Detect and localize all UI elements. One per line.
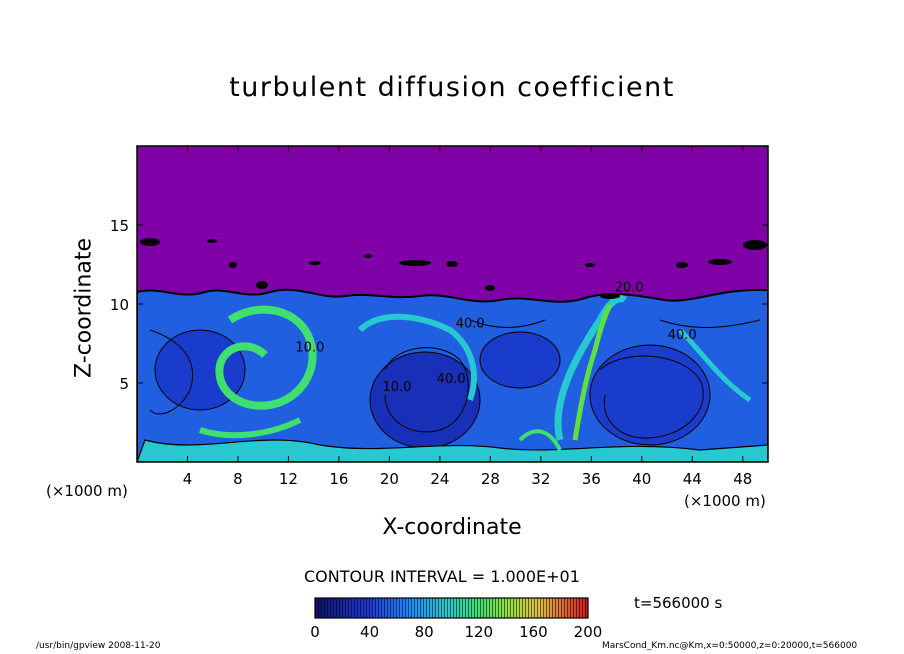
swirl-region: [199, 417, 302, 439]
footer-program-date: /usr/bin/gpview 2008-11-20: [36, 641, 161, 651]
contour-band: [137, 439, 768, 462]
colorbar: [314, 597, 589, 619]
x-tick-label: 32: [531, 470, 550, 488]
contour-line: [599, 355, 704, 439]
y-tick-label: 15: [110, 217, 129, 235]
x-tick-label: 24: [430, 470, 449, 488]
contour-line: [384, 347, 469, 433]
colorbar-tick-label: 40: [360, 623, 379, 641]
colorbar-tick-label: 80: [415, 623, 434, 641]
turbulent-layer: [137, 238, 768, 462]
x-tick-label: 20: [380, 470, 399, 488]
colorbar-stripes: [315, 598, 588, 618]
colorbar-tick-label: 0: [310, 623, 320, 641]
vortex-core: [479, 331, 561, 389]
time-label: t=566000 s: [634, 594, 723, 612]
x-tick-label: 36: [582, 470, 601, 488]
contour-line: [149, 329, 194, 415]
x-unit-label-right: (×1000 m): [684, 492, 766, 510]
y-axis-label: Z-coordinate: [71, 238, 97, 378]
x-tick-label: 28: [481, 470, 500, 488]
contour-label: 10.0: [382, 380, 411, 395]
x-tick-label: 16: [329, 470, 348, 488]
x-axis-label: X-coordinate: [382, 515, 522, 540]
x-tick-label: 8: [233, 470, 243, 488]
colorbar-tick-label: 120: [464, 623, 493, 641]
contour-label: 40.0: [456, 317, 485, 332]
x-tick-label: 48: [733, 470, 752, 488]
x-tick-label: 40: [632, 470, 651, 488]
footer-data-source: MarsCond_Km.nc@Km,x=0:50000,z=0:20000,t=…: [602, 641, 858, 651]
contour-speckles: [140, 238, 767, 299]
contour-band: [357, 313, 477, 401]
swirl-region: [572, 303, 613, 441]
swirl-region: [518, 429, 562, 451]
y-tick-label: 5: [119, 375, 129, 393]
chart-title: turbulent diffusion coefficient: [229, 72, 675, 103]
contour-label: 20.0: [615, 280, 644, 295]
y-tick-label: 10: [110, 296, 129, 314]
contour-label: 40.0: [437, 372, 466, 387]
colorbar-frame: [314, 597, 589, 619]
x-tick-label: 4: [183, 470, 193, 488]
colorbar-tick-label: 200: [574, 623, 603, 641]
x-tick-label: 12: [279, 470, 298, 488]
contour-band: [678, 328, 752, 403]
contour-label: 40.0: [668, 328, 697, 343]
colorbar-tick-label: 160: [519, 623, 548, 641]
x-tick-label: 44: [683, 470, 702, 488]
contour-interval-text: CONTOUR INTERVAL = 1.000E+01: [304, 567, 580, 586]
contour-label: 10.0: [295, 340, 324, 355]
contour-band: [554, 295, 628, 441]
vortex-core: [589, 344, 711, 446]
x-unit-label: (×1000 m): [46, 482, 128, 500]
contour-line: [469, 319, 546, 328]
swirl-region: [215, 305, 317, 410]
contour-line: [659, 319, 761, 328]
